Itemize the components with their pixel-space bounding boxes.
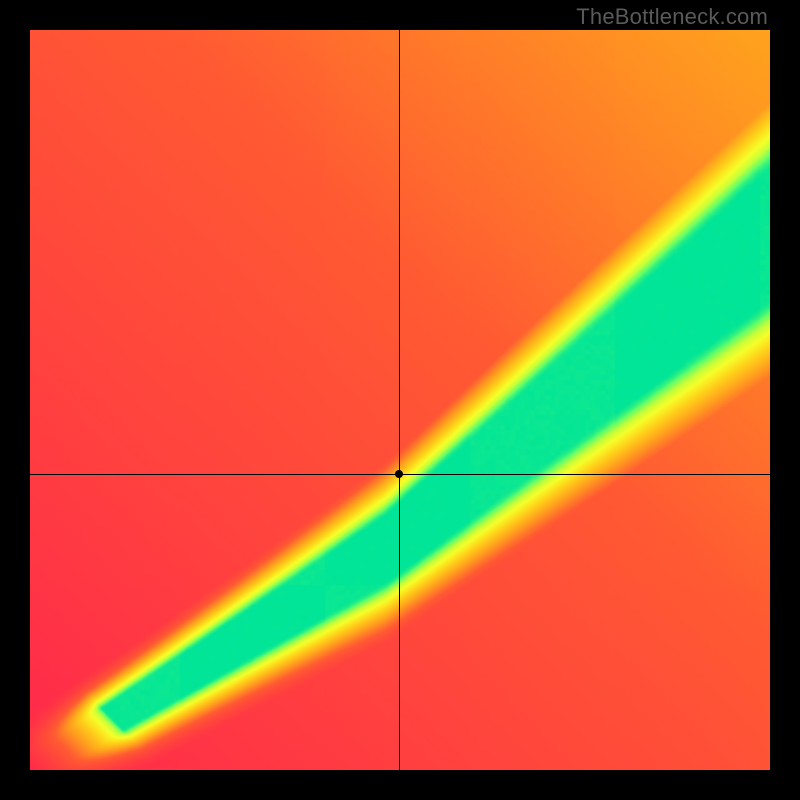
crosshair-dot bbox=[395, 470, 403, 478]
watermark-text: TheBottleneck.com bbox=[576, 4, 768, 30]
crosshair-vertical bbox=[399, 30, 400, 770]
heatmap-canvas bbox=[30, 30, 770, 770]
heatmap-plot bbox=[30, 30, 770, 770]
